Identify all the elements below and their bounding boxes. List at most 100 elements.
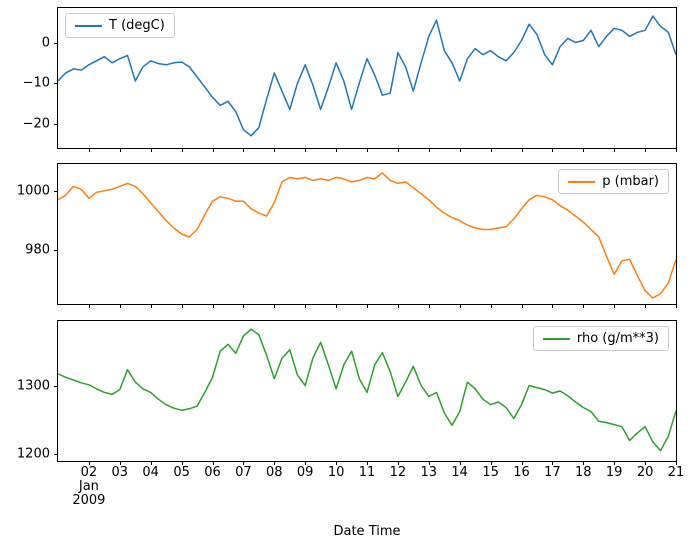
y-tick-mark	[54, 123, 58, 125]
x-tick-mark	[459, 304, 461, 308]
x-tick-label: 14	[451, 465, 468, 480]
x-tick-mark	[367, 304, 368, 308]
x-tick-label: 04	[142, 465, 159, 480]
x-tick-mark	[614, 148, 616, 152]
x-tick-mark	[243, 461, 245, 465]
x-tick-mark	[367, 148, 368, 152]
x-tick-mark	[367, 461, 368, 465]
x-tick-mark	[428, 148, 430, 152]
x-tick-mark	[305, 148, 307, 152]
x-tick-mark	[181, 148, 183, 152]
legend-label-density: rho (g/m**3)	[576, 331, 659, 346]
y-tick-label: −20	[22, 116, 50, 132]
x-tick-mark	[305, 304, 307, 308]
x-tick-mark	[459, 461, 461, 465]
x-tick-label: 19	[605, 465, 623, 480]
plot-area-1	[58, 172, 676, 299]
x-tick-label: 05	[173, 465, 190, 480]
x-tick-mark	[336, 304, 338, 308]
x-tick-mark	[181, 304, 183, 308]
x-tick-mark	[336, 461, 338, 465]
y-tick-label: 980	[25, 242, 50, 258]
x-tick-label: 15	[482, 465, 499, 480]
x-tick-mark	[552, 148, 554, 152]
plot-area-0	[58, 15, 676, 137]
y-tick-mark	[54, 83, 58, 85]
x-tick-label: 07	[235, 465, 252, 480]
x-tick-mark	[212, 148, 214, 152]
y-tick-label: 1300	[16, 378, 50, 393]
x-tick-mark	[243, 148, 245, 152]
subplot-density: rho (g/m**3) 1300 1200 02 Jan 2009 03 04 05 06 07…	[17, 320, 684, 508]
x-tick-mark	[181, 461, 183, 465]
x-tick-mark	[645, 461, 647, 465]
x-tick-mark	[274, 304, 276, 308]
x-tick-mark	[150, 461, 152, 465]
x-tick-mark	[676, 304, 677, 308]
x-tick-label: 17	[544, 465, 561, 480]
x-tick-mark	[428, 304, 430, 308]
x-tick-mark	[645, 148, 647, 152]
x-tick-mark	[119, 461, 121, 465]
x-tick-label: 13	[420, 465, 438, 480]
x-tick-mark	[305, 461, 307, 465]
x-tick-mark	[428, 461, 430, 465]
x-tick-label: 10	[327, 465, 345, 480]
x-tick-mark	[88, 304, 90, 308]
x-tick-mark	[676, 461, 677, 465]
x-tick-label: 11	[358, 465, 376, 480]
x-tick-label: 21	[667, 465, 685, 480]
x-tick-mark	[274, 461, 276, 465]
x-tick-mark	[212, 461, 214, 465]
subplot-pressure: p (mbar) 1000 980	[17, 163, 677, 308]
x-tick-label: 09	[296, 465, 314, 480]
x-tick-mark	[397, 461, 399, 465]
y-tick-mark	[54, 42, 58, 44]
legend-label-pressure: p (mbar)	[602, 174, 659, 189]
series-line-1	[58, 172, 676, 299]
x-tick-label: 06	[204, 465, 221, 480]
x-tick-mark	[583, 304, 585, 308]
x-tick-label: 03	[111, 465, 129, 480]
legend-line-sample-pressure	[568, 180, 596, 183]
x-tick-mark	[490, 304, 492, 308]
y-tick-label: 1000	[16, 183, 50, 199]
x-tick-mark	[336, 148, 338, 152]
x-tick-mark	[490, 461, 492, 465]
x-tick-mark	[614, 304, 616, 308]
x-tick-label: 02 Jan 2009	[72, 465, 106, 509]
x-tick-mark	[459, 148, 461, 152]
x-tick-mark	[490, 148, 492, 152]
x-tick-mark	[583, 148, 585, 152]
series-line-2	[58, 328, 676, 452]
x-tick-label: 12	[389, 465, 407, 480]
x-tick-label: 16	[513, 465, 530, 480]
x-tick-mark	[119, 148, 121, 152]
x-tick-mark	[614, 461, 616, 465]
y-tick-label: 0	[41, 35, 50, 50]
x-tick-mark	[274, 148, 276, 152]
x-tick-mark	[150, 304, 152, 308]
y-tick-label: −10	[22, 75, 50, 91]
x-tick-mark	[521, 461, 523, 465]
y-tick-mark	[54, 190, 58, 192]
plot-area-2	[58, 328, 676, 452]
y-tick-label: 1200	[16, 446, 50, 462]
legend-density: rho (g/m**3)	[532, 326, 669, 351]
x-tick-label: 08	[266, 465, 283, 480]
x-tick-label: 18	[575, 465, 592, 480]
x-tick-mark	[88, 148, 90, 152]
legend-pressure: p (mbar)	[558, 169, 669, 194]
x-tick-mark	[552, 461, 554, 465]
legend-temperature: T (degC)	[65, 13, 175, 38]
x-tick-mark	[397, 148, 399, 152]
x-tick-mark	[88, 461, 90, 465]
x-tick-mark	[150, 148, 152, 152]
x-tick-mark	[645, 304, 647, 308]
legend-line-sample-temperature	[75, 24, 102, 27]
x-tick-label: 20	[636, 465, 654, 480]
y-tick-mark	[54, 385, 58, 387]
x-tick-mark	[521, 304, 523, 308]
x-axis-title: Date Time	[333, 524, 401, 539]
